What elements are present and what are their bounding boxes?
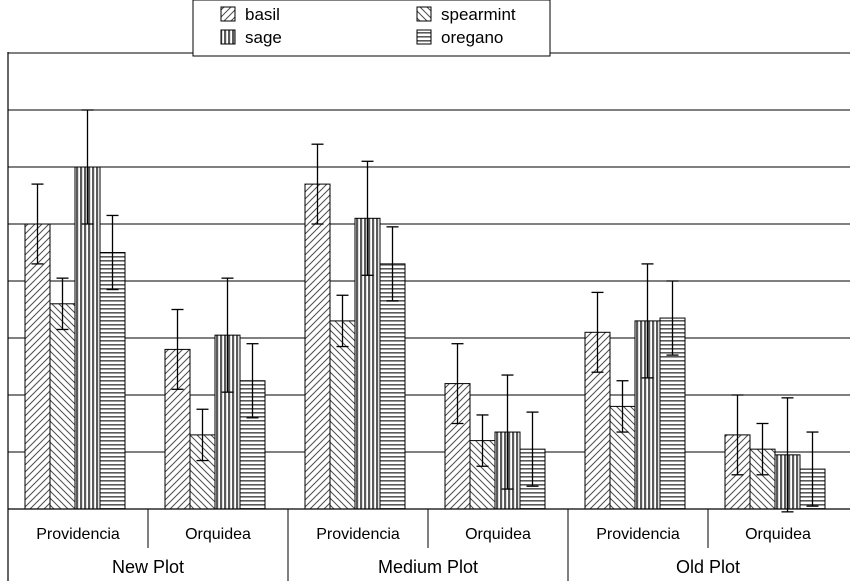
error-bar-oregano [666,280,679,356]
legend-label-sage: sage [245,28,282,47]
legend-swatch-spearmint [416,6,432,22]
error-bar-spearmint [56,277,69,331]
x-tick-label: Providencia [316,526,400,543]
error-bar-basil [31,183,44,265]
x-group-label: Old Plot [676,557,740,577]
error-bars-layer [31,109,819,513]
bar-oregano [379,263,406,510]
error-bar-spearmint [476,414,489,467]
error-bar-spearmint [196,408,209,462]
error-bar-oregano [106,214,119,291]
x-tick-label: Orquidea [185,526,251,543]
legend-label-basil: basil [245,5,280,24]
error-bar-sage [641,263,654,379]
x-tick-label: Orquidea [745,526,811,543]
error-bar-oregano [806,431,819,507]
error-bar-basil [311,143,324,225]
error-bar-basil [171,308,184,390]
error-bar-spearmint [616,380,629,433]
bar-spearmint [329,320,356,510]
x-tick-label: Providencia [596,526,680,543]
error-bar-sage [221,277,234,393]
gridlines [8,52,850,453]
error-bar-oregano [526,411,539,487]
bar-basil [304,183,331,510]
error-bar-sage [361,160,374,276]
x-axis: Providencia Orquidea Providencia Orquidea Pr… [36,509,811,581]
bar-oregano [99,252,126,510]
bar-spearmint [49,303,76,510]
legend: basil spearmint sage oregano [192,0,551,57]
error-bar-basil [731,394,744,476]
error-bar-sage [781,397,794,513]
x-group-label: New Plot [112,557,184,577]
error-bar-basil [451,343,464,425]
x-tick-label: Providencia [36,526,120,543]
x-tick-label: Orquidea [465,526,531,543]
x-group-label: Medium Plot [378,557,478,577]
error-bar-spearmint [336,294,349,348]
error-bar-sage [501,374,514,490]
legend-label-spearmint: spearmint [441,5,516,24]
legend-swatch-sage [220,29,236,45]
legend-swatch-basil [220,6,236,22]
error-bar-sage [81,109,94,225]
bar-basil [24,223,51,510]
error-bar-oregano [246,343,259,419]
legend-label-oregano: oregano [441,28,503,47]
error-bar-basil [591,291,604,373]
legend-box [192,0,551,57]
legend-swatch-oregano [416,29,432,45]
error-bar-spearmint [756,422,769,476]
error-bar-oregano [386,226,399,302]
